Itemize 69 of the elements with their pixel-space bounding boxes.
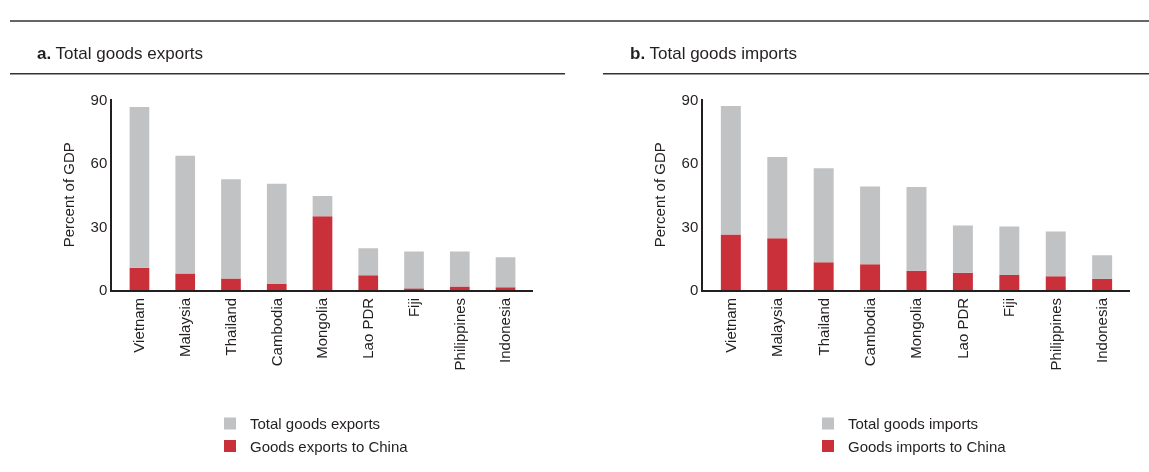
bar: [1092, 255, 1113, 279]
x-tick-label: Vietnam: [130, 297, 148, 353]
x-tick-label: Lao PDR: [953, 297, 971, 359]
x-tick-label: Malaysia: [176, 297, 194, 358]
y-tick-label: 90: [90, 90, 108, 108]
x-tick-label: Thailand: [221, 297, 239, 356]
bar: [221, 278, 241, 291]
bar: [266, 183, 287, 284]
x-tick-label: Fiji: [404, 297, 422, 318]
bar: [175, 155, 196, 274]
x-tick-label: Cambodia: [267, 297, 285, 367]
bar: [221, 179, 241, 279]
x-tick-label: Indonesia: [496, 297, 514, 363]
bar: [129, 106, 150, 268]
y-tick-label: 0: [689, 281, 699, 299]
bar: [952, 272, 973, 291]
x-tick-label: Malaysia: [768, 297, 786, 358]
x-tick-label: Mongolia: [907, 297, 925, 359]
y-tick-label: 60: [90, 154, 108, 172]
bar: [358, 248, 379, 276]
x-tick-label: Vietnam: [721, 297, 739, 353]
bar: [813, 168, 834, 263]
y-tick-label: 0: [98, 281, 108, 299]
bar: [1045, 231, 1066, 277]
bar: [767, 238, 788, 291]
bar: [358, 275, 379, 291]
bar: [312, 216, 333, 291]
bar: [860, 186, 881, 265]
x-tick-label: Lao PDR: [359, 297, 377, 359]
y-tick-label: 30: [681, 217, 699, 235]
chart-title: b. Total goods imports: [630, 44, 797, 63]
bar: [906, 187, 927, 271]
bar: [720, 106, 741, 235]
legend-label: Goods imports to China: [848, 437, 1007, 455]
x-tick-label: Philippines: [1046, 297, 1064, 371]
legend-label: Total goods imports: [848, 415, 979, 433]
bar: [999, 275, 1020, 291]
y-axis-title: Percent of GDP: [651, 142, 669, 248]
bar: [495, 287, 516, 291]
bar: [860, 264, 881, 291]
chart-title: a. Total goods exports: [37, 44, 204, 63]
x-tick-label: Fiji: [1000, 297, 1018, 318]
bar: [404, 288, 424, 291]
bar: [1092, 278, 1113, 291]
bar: [495, 257, 516, 288]
bar: [813, 262, 834, 291]
bar: [767, 156, 788, 239]
x-tick-label: Thailand: [814, 297, 832, 356]
x-tick-label: Philippines: [450, 297, 468, 371]
bar: [720, 234, 741, 291]
bar: [404, 251, 424, 289]
bar: [449, 251, 470, 287]
y-tick-label: 30: [90, 217, 108, 235]
bar: [266, 283, 287, 291]
bar: [906, 270, 927, 291]
x-tick-label: Cambodia: [860, 297, 878, 367]
bar: [1045, 276, 1066, 291]
bar: [129, 267, 150, 291]
y-tick-label: 60: [681, 154, 699, 172]
x-tick-label: Indonesia: [1093, 297, 1111, 363]
y-tick-label: 90: [681, 90, 699, 108]
legend-label: Total goods exports: [250, 415, 381, 433]
bar: [999, 226, 1020, 276]
y-axis-title: Percent of GDP: [60, 142, 78, 248]
bar: [175, 273, 196, 291]
legend-label: Goods exports to China: [250, 437, 409, 455]
bar: [952, 225, 973, 273]
x-tick-label: Mongolia: [313, 297, 331, 359]
bar: [312, 195, 333, 217]
